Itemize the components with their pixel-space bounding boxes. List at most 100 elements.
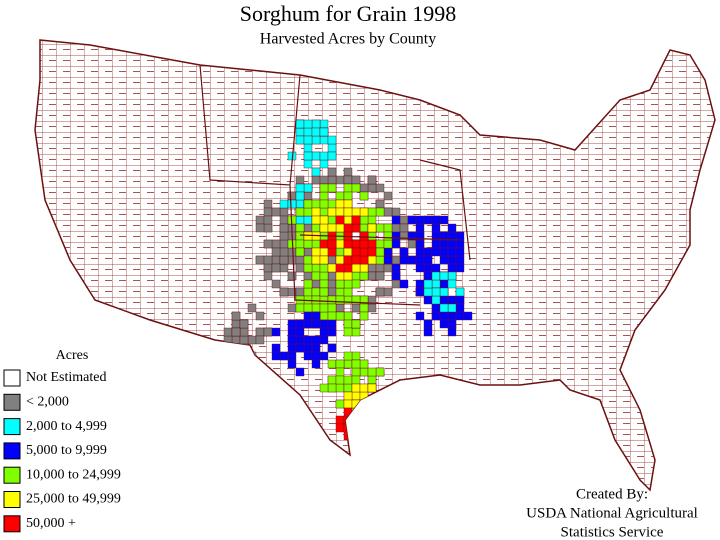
county-shade [455, 231, 465, 241]
county-shade [367, 215, 377, 225]
county-shade [415, 263, 425, 273]
county-shade [367, 175, 377, 185]
county-shade [351, 415, 361, 425]
county-shade [383, 223, 393, 233]
county-shade [311, 343, 321, 353]
county-shade [319, 383, 329, 393]
county-shade [335, 191, 345, 201]
county-shade [327, 311, 337, 321]
county-shade [295, 127, 305, 137]
county-shade [287, 199, 297, 209]
county-shade [271, 239, 281, 249]
county-shade [335, 303, 345, 313]
county-shade [319, 127, 329, 137]
county-shade [231, 351, 241, 361]
county-shade [367, 263, 377, 273]
county-shade [383, 287, 393, 297]
county-shade [343, 407, 353, 417]
county-shade [335, 383, 345, 393]
county-shade [303, 255, 313, 265]
county-shade [439, 279, 449, 289]
county-shade [367, 399, 377, 409]
county-shade [383, 231, 393, 241]
county-shade [279, 263, 289, 273]
county-shade [359, 415, 369, 425]
county-shade [359, 367, 369, 377]
county-shade [359, 399, 369, 409]
county-shade [303, 287, 313, 297]
county-shade [447, 303, 457, 313]
county-shade [407, 255, 417, 265]
county-shade [335, 279, 345, 289]
county-shade [359, 399, 369, 409]
county-shade [447, 295, 457, 305]
county-shade [359, 359, 369, 369]
county-shade [295, 367, 305, 377]
county-shade [351, 327, 361, 337]
county-shade [367, 375, 377, 385]
county-shade [431, 295, 441, 305]
county-shade [351, 303, 361, 313]
legend: Not Estimated < 2,000 2,000 to 4,999 5,000 … [3, 369, 121, 533]
legend-label: 50,000 + [26, 516, 76, 531]
county-shade [351, 383, 361, 393]
credit-line: Created By: [576, 486, 648, 502]
county-shade [327, 303, 337, 313]
county-shade [335, 287, 345, 297]
county-shade [343, 223, 353, 233]
county-shade [343, 271, 353, 281]
county-shade [311, 311, 321, 321]
county-shade [455, 263, 465, 273]
county-shade [255, 327, 265, 337]
county-shade [311, 359, 321, 369]
county-shade [343, 207, 353, 217]
county-shade [279, 207, 289, 217]
county-shade [287, 343, 297, 353]
county-shade [319, 319, 329, 329]
county-shade [295, 119, 305, 129]
county-shade [335, 375, 345, 385]
county-shade [319, 335, 329, 345]
county-shade [279, 239, 289, 249]
county-shade [431, 239, 441, 249]
legend-swatch [3, 418, 21, 436]
county-shade [335, 367, 345, 377]
county-shade [303, 343, 313, 353]
county-shade [303, 127, 313, 137]
county-shade [303, 311, 313, 321]
county-shade [391, 223, 401, 233]
county-shade [351, 431, 361, 441]
county-shade [295, 263, 305, 273]
county-shade [351, 215, 361, 225]
county-shade [279, 231, 289, 241]
county-shade [335, 255, 345, 265]
county-shade [335, 311, 345, 321]
county-shade [439, 215, 449, 225]
county-shade [439, 303, 449, 313]
county-shade [327, 223, 337, 233]
county-shade [263, 271, 273, 281]
county-shade [327, 295, 337, 305]
county-shade [455, 255, 465, 265]
county-shade [319, 287, 329, 297]
county-shade [223, 327, 233, 337]
county-shade [239, 327, 249, 337]
county-shade [327, 383, 337, 393]
county-shade [327, 319, 337, 329]
county-shade [319, 151, 329, 161]
county-shade [279, 215, 289, 225]
county-shade [247, 335, 257, 345]
county-shade [351, 423, 361, 433]
county-shade [407, 239, 417, 249]
county-shade [311, 279, 321, 289]
county-shade [343, 191, 353, 201]
county-shade [295, 199, 305, 209]
county-shade [239, 319, 249, 329]
county-shade [455, 311, 465, 321]
county-shade [279, 223, 289, 233]
county-shade [463, 311, 473, 321]
county-shade [271, 327, 281, 337]
county-shade [423, 263, 433, 273]
county-shade [351, 319, 361, 329]
county-shade [311, 351, 321, 361]
